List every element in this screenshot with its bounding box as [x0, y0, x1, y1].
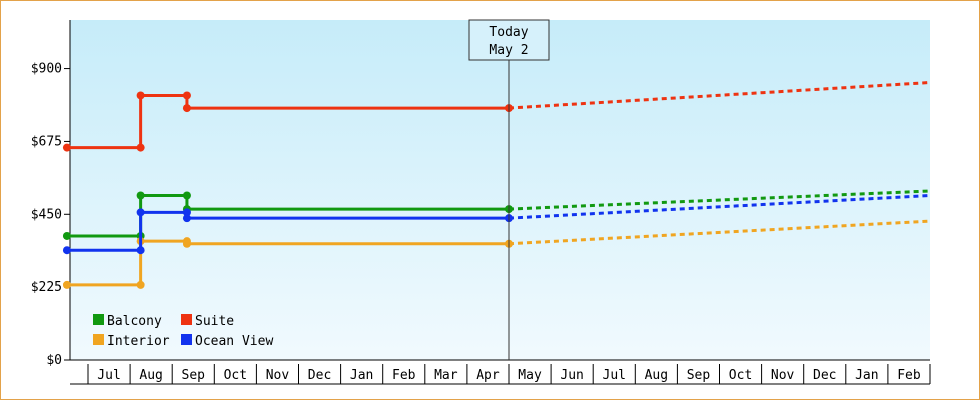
y-tick-label: $900: [31, 62, 62, 77]
x-tick-label: Dec: [308, 368, 331, 383]
today-label: Today: [489, 25, 528, 40]
x-tick-label: Nov: [771, 368, 795, 383]
data-point: [136, 280, 145, 289]
series-projection-line: [508, 219, 931, 246]
x-tick-label: Jan: [350, 368, 373, 383]
legend-swatch: [181, 334, 192, 345]
data-point: [182, 239, 191, 248]
y-tick-label: $675: [31, 134, 62, 149]
data-point: [62, 246, 71, 255]
data-point: [62, 231, 71, 240]
plot-area: [70, 20, 930, 360]
data-point: [182, 208, 191, 217]
series-ocean-view: [62, 194, 931, 255]
data-point: [182, 91, 191, 100]
data-point: [136, 208, 145, 217]
series-projection-line: [508, 80, 931, 110]
y-axis-labels: $0 $225 $450 $675 $900: [31, 62, 62, 368]
series-line: [66, 93, 509, 150]
x-axis: Jul Aug Sep Oct Nov Dec Jan Feb Mar Apr May Jun Jul A…: [70, 364, 931, 385]
today-marker: Today May 2: [468, 19, 550, 360]
x-tick-label: Aug: [139, 368, 162, 383]
today-date: May 2: [489, 43, 528, 58]
series-suite: [62, 80, 931, 152]
legend-item-balcony: Balcony: [93, 314, 162, 329]
series-projection-line: [508, 194, 931, 220]
series-interior: [62, 219, 931, 289]
legend-label: Balcony: [107, 314, 162, 329]
data-point: [136, 246, 145, 255]
series-line: [66, 194, 509, 238]
legend-label: Interior: [107, 334, 170, 349]
x-tick-label: Feb: [897, 368, 921, 383]
series-line: [66, 239, 509, 287]
x-tick-label: Mar: [434, 368, 458, 383]
data-point: [136, 191, 145, 200]
series-line: [66, 210, 509, 252]
data-point: [136, 91, 145, 100]
x-tick-label: Jul: [603, 368, 626, 383]
x-tick-label: Apr: [476, 368, 500, 383]
x-tick-label: Dec: [813, 368, 836, 383]
x-tick-label: May: [518, 368, 542, 383]
x-tick-label: Oct: [729, 368, 752, 383]
legend-label: Ocean View: [195, 334, 273, 349]
x-tick-label: Jun: [560, 368, 583, 383]
y-tick-label: $0: [46, 353, 62, 368]
x-tick-label: Sep: [687, 368, 711, 383]
data-point: [62, 280, 71, 289]
y-tick-label: $450: [31, 207, 62, 222]
data-point: [62, 143, 71, 152]
axes: [64, 20, 930, 361]
legend-swatch: [93, 334, 104, 345]
x-tick-label: Feb: [392, 368, 416, 383]
x-tick-label: Sep: [182, 368, 206, 383]
data-point: [182, 104, 191, 113]
legend-label: Suite: [195, 314, 234, 329]
x-tick-label: Jul: [97, 368, 120, 383]
x-tick-label: Nov: [266, 368, 290, 383]
legend-swatch: [93, 314, 104, 325]
legend-item-suite: Suite: [181, 314, 234, 329]
x-tick-label: Aug: [645, 368, 668, 383]
series-layer: [62, 80, 931, 289]
legend-swatch: [181, 314, 192, 325]
x-tick-label: Oct: [224, 368, 247, 383]
data-point: [136, 143, 145, 152]
series-projection-line: [508, 189, 931, 211]
legend-item-interior: Interior: [93, 334, 170, 349]
data-point: [182, 214, 191, 223]
x-tick-label: Jan: [855, 368, 878, 383]
y-tick-label: $225: [31, 280, 62, 295]
legend: Balcony Suite Interior Ocean View: [93, 314, 273, 349]
today-box: [468, 19, 550, 61]
data-point: [182, 191, 191, 200]
legend-item-ocean-view: Ocean View: [181, 334, 273, 349]
